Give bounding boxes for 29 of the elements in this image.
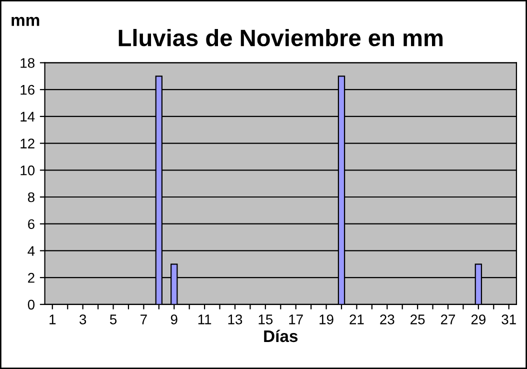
y-tick-label: 6 xyxy=(28,219,34,230)
x-tick-label: 17 xyxy=(289,314,303,324)
x-tick-label: 1 xyxy=(50,314,56,324)
x-tick-label: 11 xyxy=(198,314,212,324)
y-tick-label: 0 xyxy=(28,300,35,310)
y-tick-label: 8 xyxy=(28,192,34,202)
x-tick-label: 29 xyxy=(471,314,486,324)
y-tick-label: 4 xyxy=(28,246,35,256)
x-tick-label: 31 xyxy=(502,314,516,324)
y-tick-label: 16 xyxy=(20,84,34,95)
x-tick-label: 7 xyxy=(140,314,147,324)
y-tick-label: 18 xyxy=(20,58,34,68)
x-tick-label: 15 xyxy=(258,314,273,324)
x-tick-label: 23 xyxy=(380,314,394,324)
y-tick-label: 12 xyxy=(20,138,34,148)
y-tick-label: 2 xyxy=(28,272,34,283)
x-tick-label: 13 xyxy=(228,314,242,324)
y-axis-title: mm xyxy=(12,16,40,26)
x-tick-label: 27 xyxy=(440,314,456,324)
y-tick-label: 14 xyxy=(20,112,35,122)
x-axis-title: Días xyxy=(264,330,298,342)
y-tick-label: 10 xyxy=(20,165,35,176)
x-tick-label: 21 xyxy=(350,314,364,324)
x-tick-label: 3 xyxy=(80,314,86,324)
x-tick-label: 19 xyxy=(320,314,334,324)
chart-title: Lluvias de Noviembre en mm xyxy=(118,28,443,46)
x-tick-label: 5 xyxy=(110,314,117,324)
x-tick-label: 9 xyxy=(170,314,178,324)
x-tick-label: 25 xyxy=(410,314,425,324)
